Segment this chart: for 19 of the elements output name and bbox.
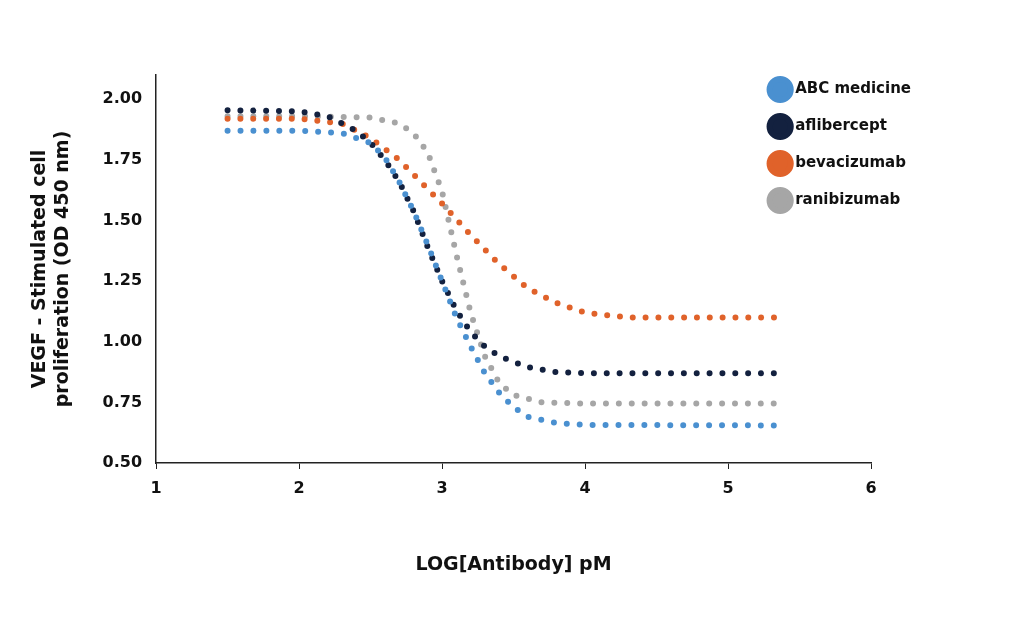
x-tick-label: 4 (579, 477, 591, 497)
y-tick-label: 0.75 (102, 391, 143, 411)
y-tick-label: 1.75 (102, 149, 143, 169)
x-axis-title: LOG[Antibody] pM (415, 551, 612, 574)
x-tick-label: 3 (436, 477, 448, 497)
legend-label: ranibizumab (795, 190, 901, 209)
y-tick-label: 1.00 (102, 330, 143, 350)
y-tick-label: 0.50 (102, 452, 143, 472)
y-tick-label: 2.00 (102, 88, 143, 108)
x-tick-label: 2 (293, 477, 305, 497)
y-tick-label: 1.25 (102, 270, 143, 290)
x-tick-label: 1 (150, 477, 162, 497)
y-tick-label: 1.50 (102, 209, 143, 229)
legend-label: aflibercept (795, 116, 887, 135)
x-tick-label: 5 (722, 477, 734, 497)
legend-label: bevacizumab (795, 153, 907, 172)
legend-label: ABC medicine (795, 79, 911, 98)
x-tick-label: 6 (865, 477, 877, 497)
y-axis-title: VEGF - Stimulated cell proliferation (OD 450 nm) (27, 130, 73, 408)
